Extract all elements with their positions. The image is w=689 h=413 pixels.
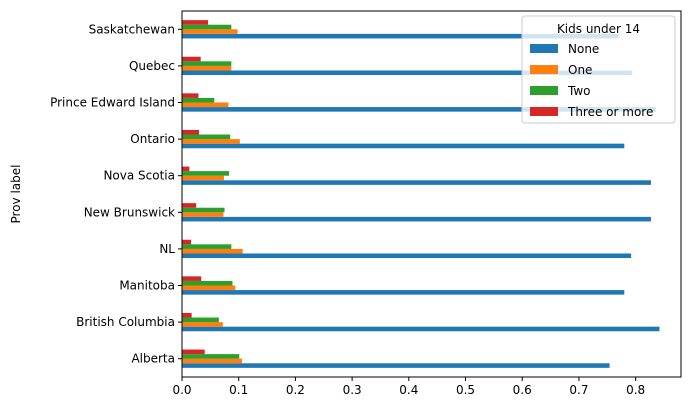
x-axis-ticks: 0.0 0.1 0.2 0.3 0.4 0.5 0.6 0.7 0.8 xyxy=(172,377,645,397)
bar-none-saskatchewan xyxy=(182,33,619,39)
bar-none-british-columbia xyxy=(182,326,660,332)
x-tick-label: 0.5 xyxy=(456,383,475,397)
y-tick-label: NL xyxy=(159,242,175,256)
x-tick-label: 0.1 xyxy=(229,383,248,397)
bar-none-nova-scotia xyxy=(182,180,651,185)
bar-three-or-more-ontario xyxy=(182,129,200,135)
legend-swatch xyxy=(530,86,558,95)
x-tick-label: 0.6 xyxy=(513,383,532,397)
x-tick-label: 0.0 xyxy=(172,383,191,397)
x-tick-label: 0.2 xyxy=(286,383,305,397)
bar-three-or-more-british-columbia xyxy=(182,312,192,318)
bar-three-or-more-saskatchewan xyxy=(182,20,209,25)
bar-two-alberta xyxy=(182,354,240,359)
bar-none-new-brunswick xyxy=(182,216,651,222)
bar-three-or-more-alberta xyxy=(182,349,205,355)
bar-three-or-more-new-brunswick xyxy=(182,203,197,208)
bar-one-alberta xyxy=(182,358,243,364)
bar-three-or-more-nl xyxy=(182,239,192,245)
x-tick-label: 0.4 xyxy=(399,383,418,397)
legend-swatch xyxy=(530,107,558,116)
bar-none-nl xyxy=(182,253,632,259)
bar-one-saskatchewan xyxy=(182,29,238,34)
x-tick-label: 0.8 xyxy=(626,383,645,397)
bar-none-prince-edward-island xyxy=(182,107,657,112)
y-tick-label: Alberta xyxy=(131,352,175,366)
legend-label: None xyxy=(568,42,599,56)
bar-one-manitoba xyxy=(182,285,236,291)
bar-two-prince-edward-island xyxy=(182,97,215,103)
bar-none-manitoba xyxy=(182,290,625,295)
y-axis-ticks: Alberta British Columbia Manitoba NL New Bru… xyxy=(50,22,182,366)
x-tick-label: 0.3 xyxy=(343,383,362,397)
bar-two-nova-scotia xyxy=(182,171,230,176)
legend-label: One xyxy=(568,63,592,77)
legend-box xyxy=(521,15,676,124)
bar-one-prince-edward-island xyxy=(182,102,229,108)
y-axis-label: Prov label xyxy=(9,165,23,224)
bar-none-alberta xyxy=(182,363,610,368)
bar-two-new-brunswick xyxy=(182,207,225,213)
bar-two-saskatchewan xyxy=(182,24,232,30)
bar-three-or-more-manitoba xyxy=(182,276,202,281)
bar-one-nl xyxy=(182,248,243,254)
bar-one-ontario xyxy=(182,139,240,144)
y-tick-label: Prince Edward Island xyxy=(50,96,175,110)
bar-three-or-more-prince-edward-island xyxy=(182,93,199,98)
bar-one-new-brunswick xyxy=(182,212,224,217)
y-tick-label: Saskatchewan xyxy=(89,22,175,36)
y-tick-label: Ontario xyxy=(130,132,175,146)
y-tick-label: British Columbia xyxy=(76,315,175,329)
axes-frame xyxy=(181,10,682,378)
bar-two-manitoba xyxy=(182,280,233,286)
bar-two-quebec xyxy=(182,61,232,66)
bar-none-ontario xyxy=(182,143,625,149)
legend-swatch xyxy=(530,65,558,74)
x-tick-label: 0.7 xyxy=(569,383,588,397)
y-tick-label: Quebec xyxy=(129,59,175,73)
bar-two-nl xyxy=(182,244,232,249)
bar-none-quebec xyxy=(182,70,633,76)
legend-label: Two xyxy=(567,84,591,98)
bar-one-nova-scotia xyxy=(182,175,224,181)
legend-items: None One Two Three or more xyxy=(530,42,653,119)
y-tick-label: Manitoba xyxy=(119,279,175,293)
bar-two-ontario xyxy=(182,134,231,140)
legend: Kids under 14 None One Two Three or more xyxy=(521,15,676,124)
bars-group xyxy=(182,20,660,368)
bar-one-quebec xyxy=(182,65,232,71)
legend-swatch xyxy=(530,44,558,53)
y-tick-label: New Brunswick xyxy=(84,205,175,219)
bar-two-british-columbia xyxy=(182,317,219,323)
bar-three-or-more-nova-scotia xyxy=(182,166,190,172)
y-tick-label: Nova Scotia xyxy=(103,169,175,183)
legend-title: Kids under 14 xyxy=(557,22,640,36)
bar-one-british-columbia xyxy=(182,322,223,327)
legend-label: Three or more xyxy=(567,105,653,119)
bar-three-or-more-quebec xyxy=(182,56,201,62)
